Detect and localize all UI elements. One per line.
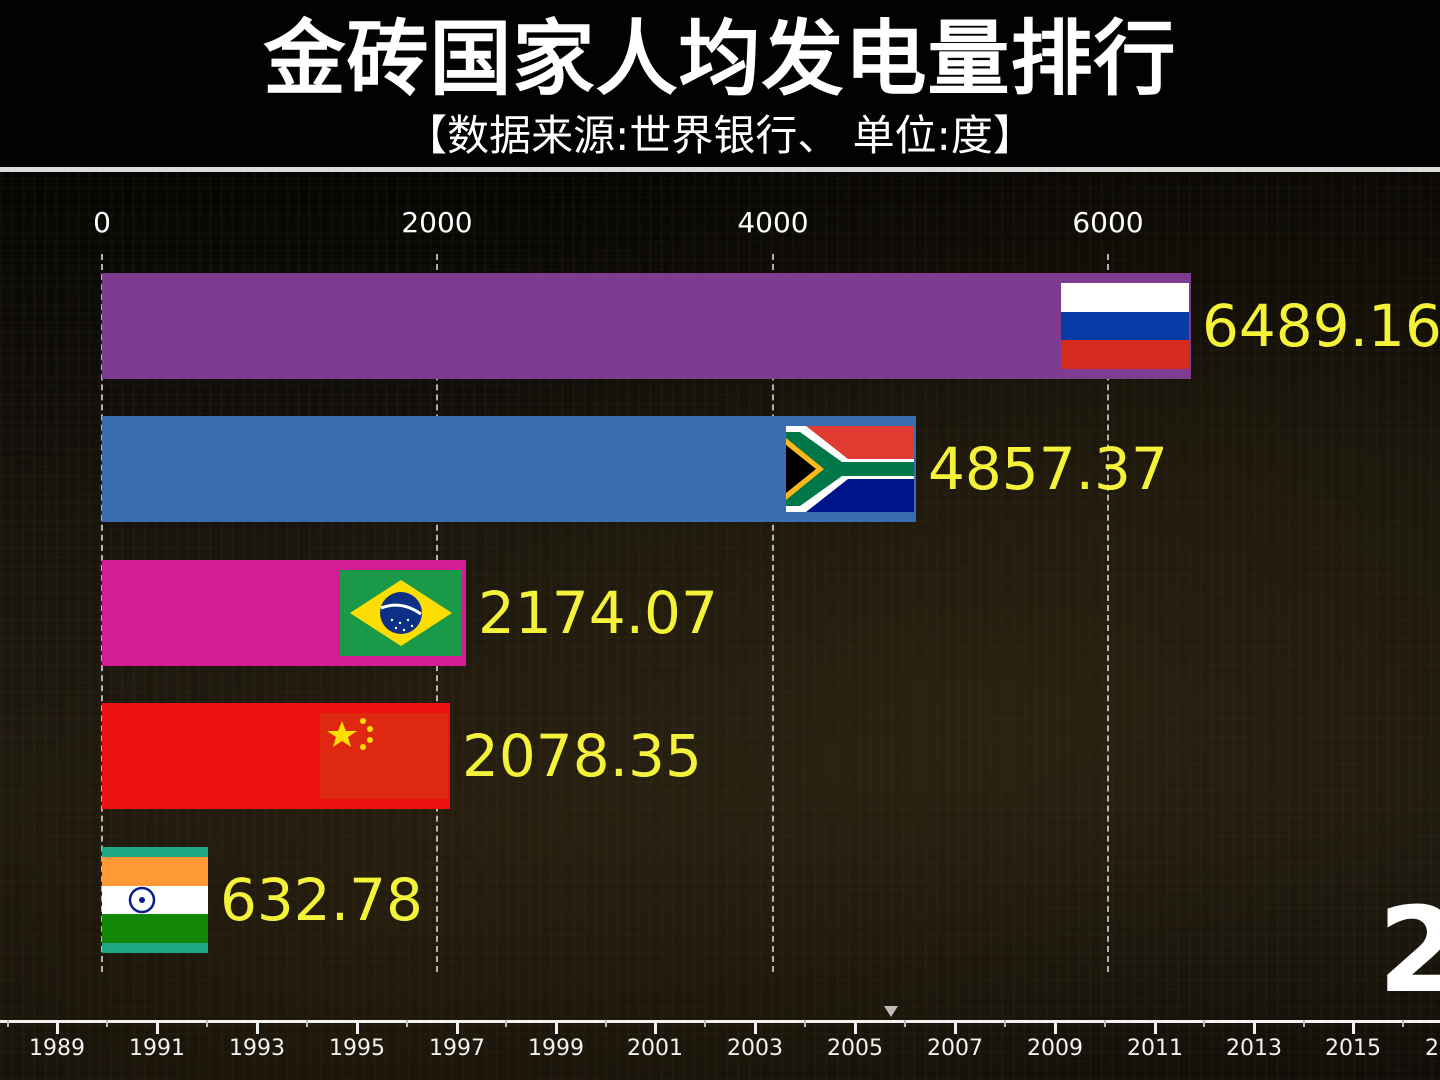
timeline-minor-tick — [7, 1020, 9, 1027]
south-africa-flag-icon — [786, 426, 914, 512]
timeline-major-tick — [1054, 1020, 1057, 1034]
timeline-minor-tick — [106, 1020, 108, 1027]
timeline-major-tick — [754, 1020, 757, 1034]
axis-tick-label: 0 — [93, 206, 111, 239]
timeline-year-label[interactable]: 2003 — [727, 1036, 783, 1061]
value-label: 632.78 — [220, 866, 423, 934]
timeline-year-label[interactable]: 2007 — [927, 1036, 983, 1061]
timeline-major-tick — [1154, 1020, 1157, 1034]
timeline-minor-tick — [605, 1020, 607, 1027]
timeline-year-label[interactable]: 2009 — [1027, 1036, 1083, 1061]
header-separator — [0, 167, 1440, 172]
timeline-major-tick — [456, 1020, 459, 1034]
header: 金砖国家人均发电量排行 【数据来源:世界银行、 单位:度】 — [0, 0, 1440, 167]
chart-area: 0 2000 4000 6000 俄罗斯 6489.16 南非 — [0, 172, 1440, 1080]
brazil-flag-icon — [340, 570, 462, 656]
timeline-major-tick — [854, 1020, 857, 1034]
bar-brazil — [102, 560, 466, 666]
timeline-track[interactable] — [0, 1020, 1440, 1023]
timeline-major-tick — [56, 1020, 59, 1034]
year-timeline-slider[interactable]: 1989 1991 1993 1995 1997 1999 2001 2003 … — [0, 1006, 1440, 1080]
timeline-major-tick — [654, 1020, 657, 1034]
value-label: 4857.37 — [928, 435, 1168, 503]
china-flag-icon — [320, 713, 448, 799]
timeline-year-label[interactable]: 1997 — [429, 1036, 485, 1061]
timeline-major-tick — [156, 1020, 159, 1034]
timeline-major-tick — [954, 1020, 957, 1034]
timeline-year-label[interactable]: 1999 — [528, 1036, 584, 1061]
bar-south-africa — [102, 416, 916, 522]
timeline-marker-icon[interactable] — [884, 1006, 898, 1017]
value-label: 2078.35 — [462, 722, 702, 790]
timeline-year-label[interactable]: 2011 — [1127, 1036, 1183, 1061]
timeline-major-tick — [555, 1020, 558, 1034]
timeline-year-label[interactable]: 2015 — [1325, 1036, 1381, 1061]
timeline-minor-tick — [1203, 1020, 1205, 1027]
axis-tick-label: 6000 — [1072, 206, 1144, 239]
timeline-minor-tick — [406, 1020, 408, 1027]
timeline-minor-tick — [704, 1020, 706, 1027]
timeline-year-label[interactable]: 2001 — [627, 1036, 683, 1061]
bar-china — [102, 703, 450, 809]
axis-tick-label: 2000 — [401, 206, 473, 239]
gridline — [772, 254, 774, 972]
chart-title: 金砖国家人均发电量排行 — [263, 12, 1177, 107]
timeline-year-label[interactable]: 2013 — [1226, 1036, 1282, 1061]
timeline-minor-tick — [505, 1020, 507, 1027]
timeline-major-tick — [356, 1020, 359, 1034]
timeline-minor-tick — [306, 1020, 308, 1027]
timeline-minor-tick — [1303, 1020, 1305, 1027]
timeline-year-label[interactable]: 1993 — [229, 1036, 285, 1061]
timeline-minor-tick — [206, 1020, 208, 1027]
india-flag-icon — [102, 857, 208, 943]
russia-flag-icon — [1061, 283, 1189, 369]
current-year-label: 2 — [1378, 881, 1440, 1019]
timeline-minor-tick — [1402, 1020, 1404, 1027]
bar-india — [102, 847, 208, 953]
timeline-year-label[interactable]: 1991 — [129, 1036, 185, 1061]
timeline-major-tick — [1253, 1020, 1256, 1034]
gridline — [1107, 254, 1109, 972]
timeline-minor-tick — [1004, 1020, 1006, 1027]
axis-tick-label: 4000 — [737, 206, 809, 239]
chart-subtitle: 【数据来源:世界银行、 单位:度】 — [405, 111, 1035, 160]
timeline-year-label[interactable]: 1995 — [329, 1036, 385, 1061]
timeline-minor-tick — [904, 1020, 906, 1027]
timeline-minor-tick — [804, 1020, 806, 1027]
timeline-year-label[interactable]: 1989 — [29, 1036, 85, 1061]
timeline-major-tick — [1352, 1020, 1355, 1034]
timeline-year-label[interactable]: 2017 — [1425, 1036, 1440, 1061]
bar-russia — [102, 273, 1191, 379]
value-label: 2174.07 — [478, 579, 718, 647]
timeline-year-label[interactable]: 2005 — [827, 1036, 883, 1061]
timeline-major-tick — [256, 1020, 259, 1034]
value-label: 6489.16 — [1202, 292, 1440, 360]
timeline-minor-tick — [1104, 1020, 1106, 1027]
